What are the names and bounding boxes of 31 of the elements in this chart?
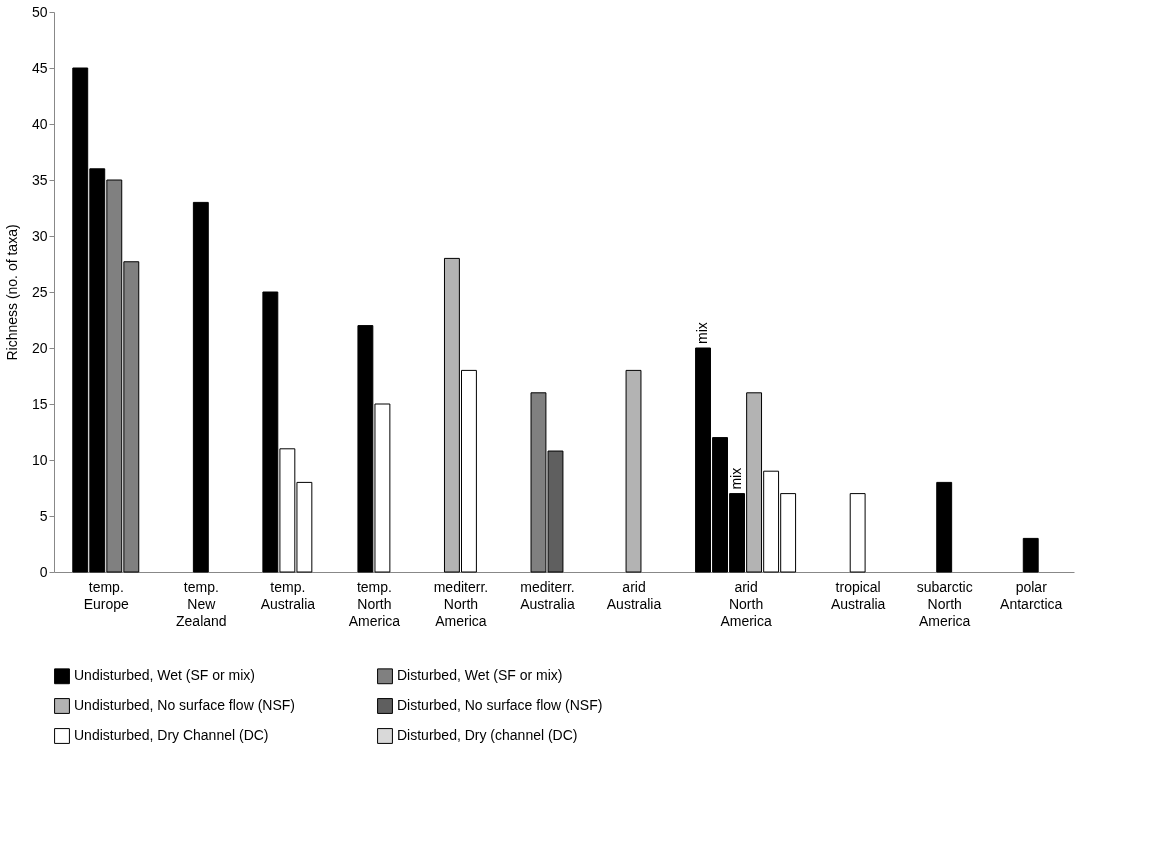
annotation: mix xyxy=(694,322,711,344)
legend-label: Disturbed, Dry (channel (DC) xyxy=(397,727,578,743)
y-tick-label: 25 xyxy=(31,283,48,300)
x-tick-label: mediterr. North America xyxy=(433,578,489,629)
x-tick-label: mediterr. Australia xyxy=(520,578,575,612)
y-tick-label: 10 xyxy=(31,451,48,468)
x-tick-label: tropical Australia xyxy=(830,578,886,612)
y-tick-label: 0 xyxy=(39,563,48,580)
x-tick-label: polar Antarctica xyxy=(1000,578,1063,612)
y-tick-label: 30 xyxy=(31,227,48,244)
x-tick-label: arid Australia xyxy=(606,578,662,612)
x-tick-label: temp. Europe xyxy=(83,578,130,612)
legend-label: Undisturbed, Wet (SF or mix) xyxy=(74,667,256,684)
y-tick-label: 45 xyxy=(31,59,48,76)
annotation: mix xyxy=(728,467,745,490)
y-tick-label: 5 xyxy=(39,507,48,524)
x-tick-label: temp. Australia xyxy=(260,578,316,612)
legend-label: Undisturbed, No surface flow (NSF) xyxy=(74,697,295,713)
legend-label: Disturbed, Wet (SF or mix) xyxy=(397,667,563,684)
y-tick-label: 20 xyxy=(31,339,48,356)
x-tick-label: subarctic North America xyxy=(916,578,973,629)
x-tick-label: arid North America xyxy=(720,578,772,629)
y-tick-label: 50 xyxy=(31,3,48,20)
y-tick-label: 15 xyxy=(31,395,48,412)
y-axis-title: Richness (no. of taxa) xyxy=(3,224,20,361)
y-tick-label: 40 xyxy=(31,115,48,132)
y-tick-label: 35 xyxy=(31,171,48,188)
x-tick-label: temp. New Zealand xyxy=(176,578,227,629)
legend-label: Undisturbed, Dry Channel (DC) xyxy=(74,727,269,743)
x-tick-label: temp. North America xyxy=(348,578,401,629)
legend-label: Disturbed, No surface flow (NSF) xyxy=(397,697,603,713)
